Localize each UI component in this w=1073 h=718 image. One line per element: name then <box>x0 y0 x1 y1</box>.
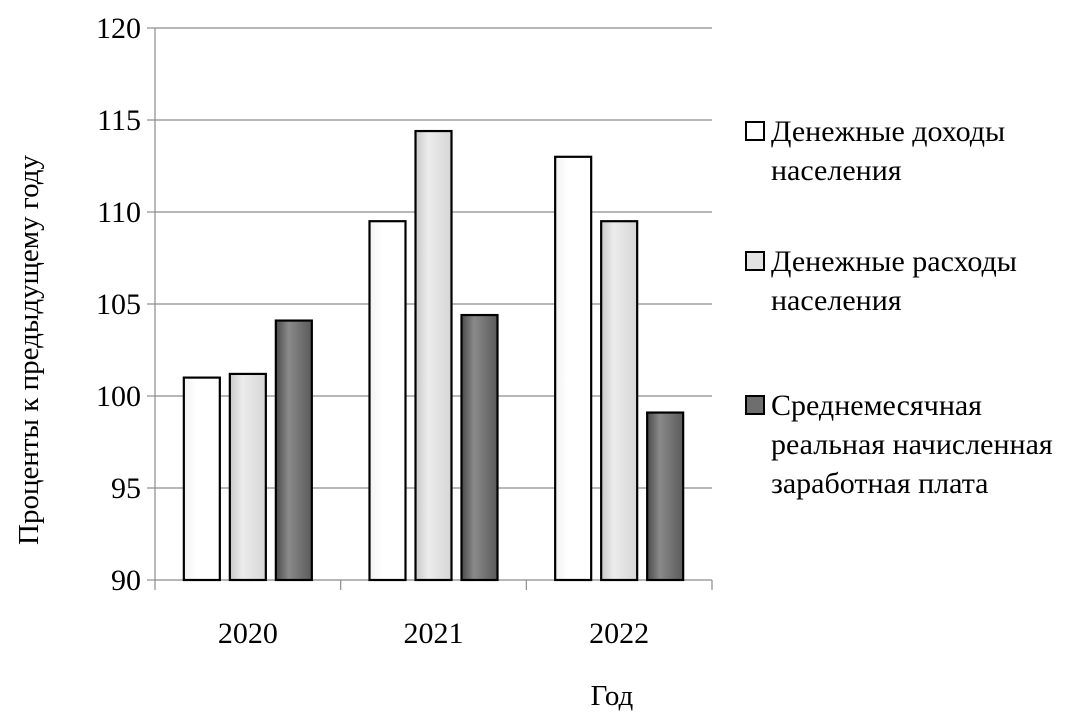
x-tick-labels: 2020 2021 2022 <box>218 617 649 650</box>
bar-2020-series-3 <box>274 319 313 582</box>
legend-label-wage: Среднемесячная реальная начисленная зара… <box>771 389 1053 500</box>
y-tick-label: 110 <box>97 196 141 229</box>
legend-swatch-income <box>745 121 765 141</box>
y-tick-label: 115 <box>97 104 141 137</box>
legend-label-expenses: Денежные расходы населения <box>771 245 1017 317</box>
bar-2021-series-2 <box>414 129 453 582</box>
legend: Денежные доходы населения Денежные расхо… <box>745 112 1065 555</box>
y-axis-title: Проценты к предыдущему году <box>13 155 45 545</box>
bar-2022-series-1 <box>554 155 593 582</box>
x-tick-label: 2021 <box>404 617 464 650</box>
y-tick-label: 100 <box>96 380 141 413</box>
bars <box>182 129 685 582</box>
legend-item-income: Денежные доходы населения <box>745 112 1065 190</box>
y-tick-label: 95 <box>111 472 141 505</box>
bar-2021-series-3 <box>460 313 499 582</box>
x-tick-label: 2020 <box>218 617 278 650</box>
bar-2020-series-1 <box>182 376 221 582</box>
y-tick-labels: 90 95 100 105 110 115 120 <box>96 12 141 597</box>
y-tick-label: 120 <box>96 12 141 45</box>
bar-2020-series-2 <box>228 372 267 582</box>
legend-swatch-expenses <box>745 251 765 271</box>
bar-2022-series-3 <box>646 411 685 582</box>
legend-label-income: Денежные доходы населения <box>771 115 1006 187</box>
y-tick-label: 90 <box>111 564 141 597</box>
legend-item-expenses: Денежные расходы населения <box>745 242 1065 320</box>
legend-item-wage: Среднемесячная реальная начисленная зара… <box>745 386 1065 503</box>
legend-swatch-wage <box>745 395 765 415</box>
y-tick-label: 105 <box>96 288 141 321</box>
x-tick-label: 2022 <box>589 617 649 650</box>
x-axis-title: Год <box>591 680 634 712</box>
bar-2022-series-2 <box>600 220 639 582</box>
bar-2021-series-1 <box>368 220 407 582</box>
